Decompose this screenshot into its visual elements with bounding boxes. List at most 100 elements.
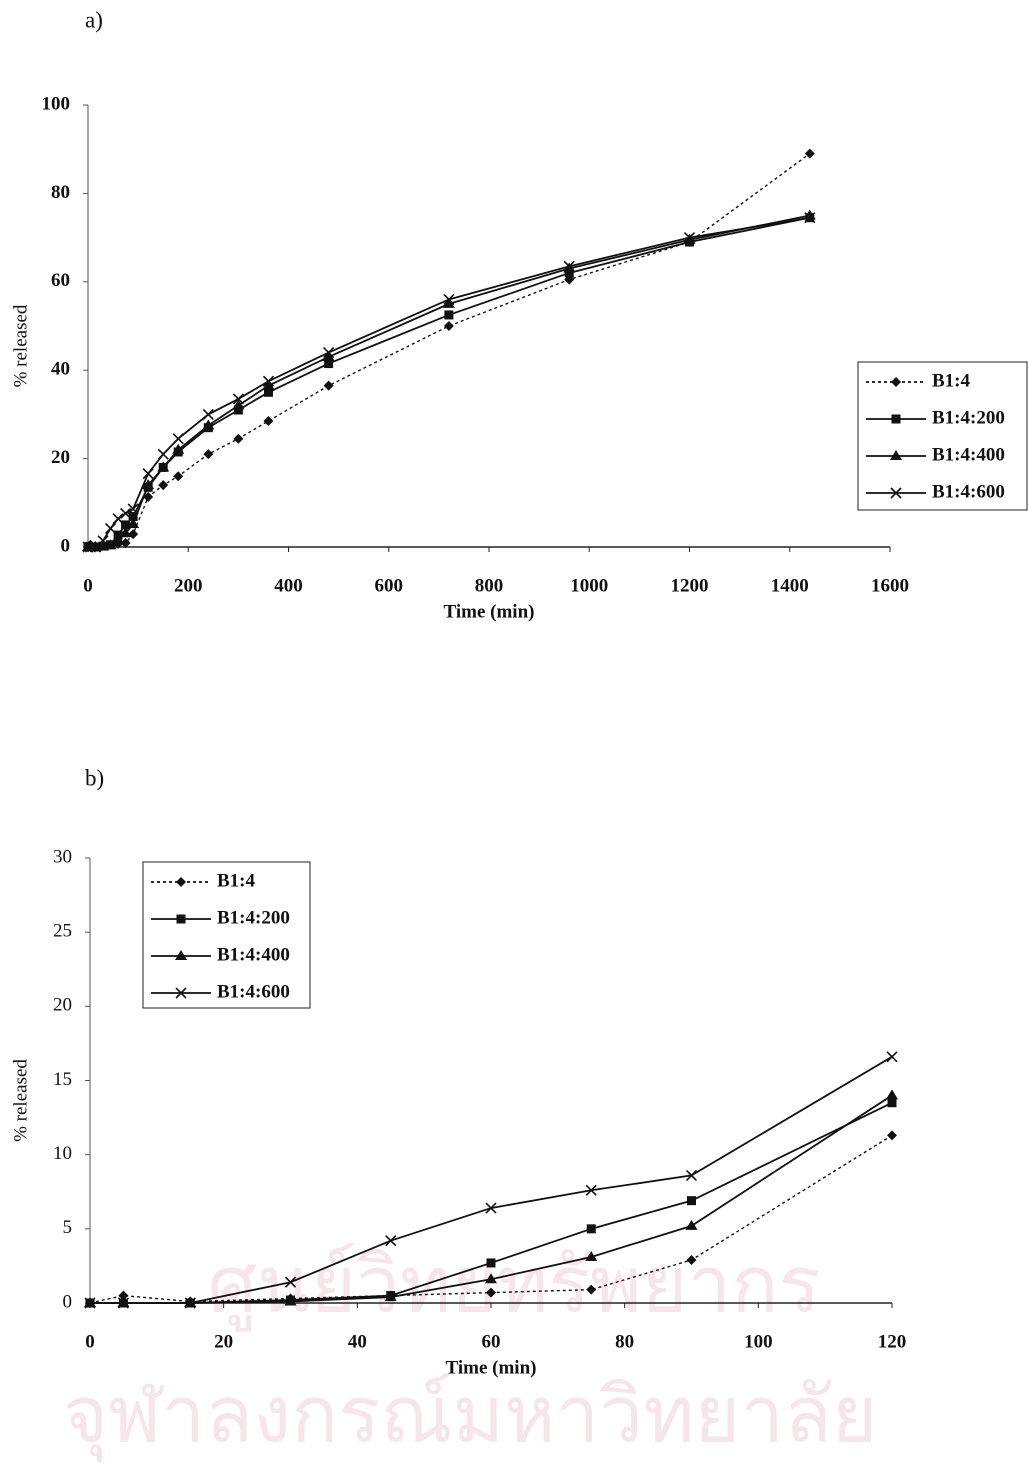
- series-line: [88, 216, 810, 548]
- panel-label: a): [85, 7, 103, 32]
- marker: [157, 461, 170, 472]
- marker: [119, 527, 132, 538]
- marker: [89, 541, 102, 553]
- marker: [120, 507, 132, 519]
- marker: [586, 1284, 597, 1295]
- marker: [263, 416, 274, 427]
- x-tick-label: 0: [83, 575, 93, 596]
- marker: [233, 405, 243, 415]
- legend-label: B1:4: [217, 870, 256, 891]
- x-tick-label: 120: [878, 1331, 907, 1352]
- x-tick-label: 20: [214, 1331, 233, 1352]
- marker: [804, 212, 816, 224]
- y-tick-label: 30: [53, 846, 72, 867]
- marker: [84, 1297, 96, 1309]
- marker: [886, 1051, 898, 1063]
- marker: [172, 433, 184, 445]
- y-tick-label: 20: [53, 995, 72, 1016]
- marker: [158, 480, 169, 491]
- marker: [284, 1276, 297, 1288]
- marker: [804, 148, 815, 159]
- y-tick-label: 15: [53, 1069, 72, 1090]
- panel-label: b): [85, 765, 104, 790]
- marker: [585, 1184, 597, 1196]
- marker: [97, 535, 109, 547]
- marker: [683, 232, 696, 244]
- series-line: [88, 214, 810, 548]
- x-tick-label: 200: [174, 575, 203, 596]
- legend-marker: [890, 487, 902, 499]
- marker: [118, 1290, 129, 1301]
- x-axis-label: Time (min): [444, 601, 535, 622]
- marker: [112, 513, 124, 525]
- x-tick-label: 60: [482, 1331, 501, 1352]
- x-tick-label: 800: [475, 575, 504, 596]
- y-tick-label: 100: [42, 93, 71, 114]
- x-tick-label: 1200: [671, 575, 709, 596]
- marker: [443, 321, 454, 331]
- x-tick-label: 80: [615, 1331, 634, 1352]
- marker: [127, 503, 139, 515]
- legend-label: B1:4:400: [217, 944, 290, 965]
- marker: [284, 1295, 297, 1306]
- marker: [685, 1219, 698, 1230]
- y-axis-label: % released: [10, 304, 31, 387]
- legend-marker: [176, 914, 186, 924]
- marker: [128, 512, 138, 522]
- marker: [262, 375, 275, 387]
- marker: [803, 209, 816, 220]
- marker: [202, 408, 214, 420]
- marker: [564, 268, 574, 278]
- marker: [104, 522, 117, 535]
- x-tick-label: 600: [375, 575, 404, 596]
- x-tick-label: 1600: [871, 575, 909, 596]
- legend-label: B1:4:600: [932, 481, 1005, 502]
- marker: [157, 448, 169, 460]
- series-line: [88, 216, 810, 548]
- marker: [443, 293, 455, 306]
- marker: [142, 479, 155, 490]
- marker: [444, 310, 454, 320]
- y-tick-label: 10: [53, 1143, 72, 1164]
- y-tick-label: 80: [51, 182, 70, 203]
- marker: [384, 1291, 397, 1302]
- series-line: [87, 153, 811, 548]
- y-tick-label: 60: [51, 270, 70, 291]
- marker: [323, 380, 334, 391]
- marker: [485, 1202, 497, 1214]
- marker: [143, 492, 154, 503]
- marker: [585, 1251, 598, 1262]
- marker: [586, 1224, 596, 1234]
- marker: [263, 387, 273, 397]
- legend-label: B1:4:200: [932, 407, 1005, 428]
- marker: [121, 520, 131, 530]
- legend-marker: [175, 950, 187, 960]
- x-tick-label: 0: [85, 1331, 95, 1352]
- x-tick-label: 40: [348, 1331, 367, 1352]
- legend-box: [142, 861, 311, 1009]
- marker: [324, 359, 334, 369]
- marker: [173, 471, 184, 482]
- legend-box: [857, 361, 1028, 511]
- y-tick-label: 5: [63, 1217, 73, 1238]
- y-tick-label: 40: [51, 359, 70, 380]
- marker: [232, 393, 244, 405]
- y-tick-label: 0: [61, 535, 71, 556]
- marker: [232, 399, 245, 410]
- legend-label: B1:4:200: [217, 907, 290, 928]
- legend-marker: [891, 414, 901, 424]
- marker: [127, 518, 140, 529]
- y-tick-label: 0: [63, 1291, 73, 1312]
- marker: [485, 1273, 497, 1284]
- legend-marker: [175, 987, 187, 999]
- marker: [687, 1196, 696, 1206]
- marker: [323, 346, 335, 359]
- legend-marker: [890, 450, 902, 460]
- marker: [84, 541, 97, 553]
- y-tick-label: 25: [53, 921, 72, 942]
- marker: [104, 539, 117, 550]
- marker: [184, 1297, 196, 1309]
- marker: [486, 1258, 496, 1268]
- marker: [886, 1089, 898, 1100]
